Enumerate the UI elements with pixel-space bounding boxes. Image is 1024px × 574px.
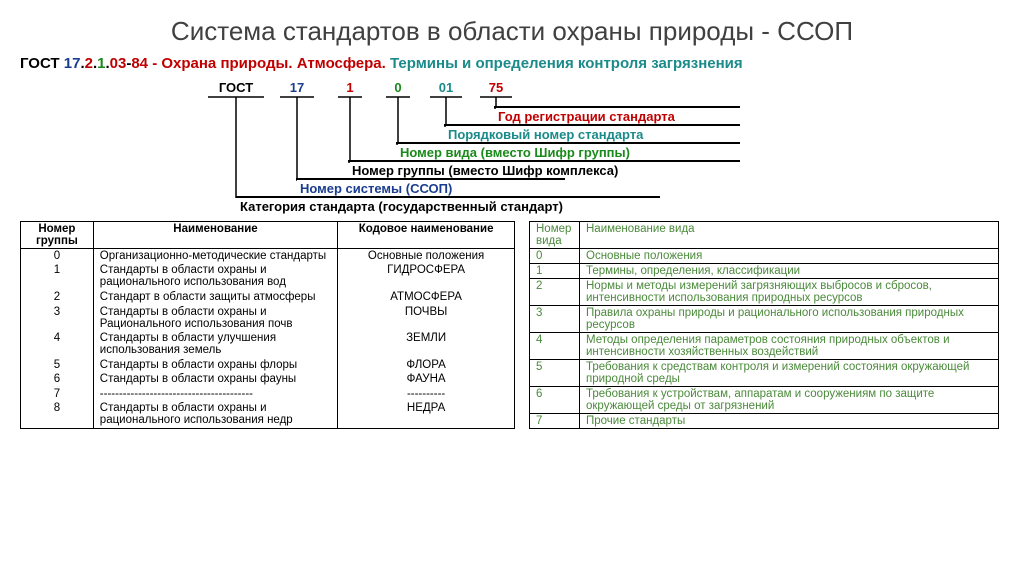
table-cell: ---------- [338, 387, 515, 401]
table-cell: 6 [530, 387, 580, 414]
table-cell: ФЛОРА [338, 358, 515, 372]
group-number-table: Номер группыНаименованиеКодовое наименов… [20, 221, 515, 429]
table-cell: 2 [530, 279, 580, 306]
table-cell: АТМОСФЕРА [338, 290, 515, 304]
subtitle-fragment: Атмосфера. [297, 55, 390, 72]
subtitle-fragment: - Охрана природы. [148, 55, 297, 72]
table-cell: 3 [530, 306, 580, 333]
table-cell: ЗЕМЛИ [338, 331, 515, 358]
table-cell: Стандарты в области охраны и Рационально… [93, 305, 337, 332]
table-cell: Стандарты в области улучшения использова… [93, 331, 337, 358]
table-row: 0Организационно-методические стандартыОс… [21, 249, 515, 264]
gost-prefix: ГОСТ [20, 55, 64, 72]
table-row: 4Методы определения параметров состояния… [530, 333, 999, 360]
table-row: 1Стандарты в области охраны и рациональн… [21, 263, 515, 290]
diagram-code-part: 1 [340, 80, 360, 95]
code-fragment: 03 [110, 55, 127, 72]
diagram-legend-item: Номер системы (ССОП) [296, 178, 565, 196]
table-cell: 2 [21, 290, 94, 304]
table-cell: 8 [21, 401, 94, 428]
diagram-legend-item: Порядковый номер стандарта [444, 124, 740, 142]
subtitle-fragment: Термины и определения контроля загрязнен… [390, 55, 743, 72]
diagram-code-part: ГОСТ [210, 80, 262, 95]
table-cell: Организационно-методические стандарты [93, 249, 337, 264]
table-row: 3Правила охраны природы и рационального … [530, 306, 999, 333]
table-cell: 7 [21, 387, 94, 401]
diagram-legend-item: Номер группы (вместо Шифр комплекса) [348, 160, 740, 178]
table-row: 7Прочие стандарты [530, 414, 999, 429]
table-cell: ФАУНА [338, 372, 515, 386]
type-number-table: Номер видаНаименование вида 0Основные по… [529, 221, 999, 429]
table-header: Наименование вида [580, 222, 999, 249]
diagram-code-part: 17 [282, 80, 312, 95]
table-cell: Основные положения [580, 249, 999, 264]
table-row: 1Термины, определения, классификации [530, 264, 999, 279]
table-cell: НЕДРА [338, 401, 515, 428]
table-row: 2Стандарт в области защиты атмосферыАТМО… [21, 290, 515, 304]
table-cell: Стандарт в области защиты атмосферы [93, 290, 337, 304]
diagram-code-part: 75 [482, 80, 510, 95]
table-row: 2Нормы и методы измерений загрязняющих в… [530, 279, 999, 306]
diagram-legend-item: Категория стандарта (государственный ста… [236, 196, 660, 214]
table-cell: 5 [21, 358, 94, 372]
table-cell: Правила охраны природы и рационального и… [580, 306, 999, 333]
table-cell: 0 [21, 249, 94, 264]
table-cell: Нормы и методы измерений загрязняющих вы… [580, 279, 999, 306]
table-row: 5Требования к средствам контроля и измер… [530, 360, 999, 387]
code-fragment: 17 [64, 55, 81, 72]
table-cell: Термины, определения, классификации [580, 264, 999, 279]
diagram-legend-item: Год регистрации стандарта [494, 106, 740, 124]
table-cell: Стандарты в области охраны флоры [93, 358, 337, 372]
diagram-legend-item: Номер вида (вместо Шифр группы) [396, 142, 740, 160]
table-cell: ГИДРОСФЕРА [338, 263, 515, 290]
tables-row: Номер группыНаименованиеКодовое наименов… [20, 221, 1004, 429]
table-header: Наименование [93, 222, 337, 249]
table-cell: ---------------------------------------- [93, 387, 337, 401]
page-title: Система стандартов в области охраны прир… [20, 16, 1004, 47]
table-row: 7---------------------------------------… [21, 387, 515, 401]
table-cell: 1 [21, 263, 94, 290]
table-cell: 7 [530, 414, 580, 429]
table-cell: Требования к устройствам, аппаратам и со… [580, 387, 999, 414]
table-cell: 3 [21, 305, 94, 332]
table-cell: 6 [21, 372, 94, 386]
table-cell: Стандарты в области охраны фауны [93, 372, 337, 386]
code-fragment: 84 [131, 55, 148, 72]
table-header: Номер вида [530, 222, 580, 249]
table-cell: Методы определения параметров состояния … [580, 333, 999, 360]
diagram-code-part: 01 [432, 80, 460, 95]
table-cell: Требования к средствам контроля и измере… [580, 360, 999, 387]
gost-subtitle: ГОСТ 17.2.1.03-84 - Охрана природы. Атмо… [20, 55, 1004, 72]
table-cell: Основные положения [338, 249, 515, 264]
code-fragment: 2 [85, 55, 93, 72]
table-cell: 4 [21, 331, 94, 358]
diagram-code-part: 0 [388, 80, 408, 95]
table-row: 6Требования к устройствам, аппаратам и с… [530, 387, 999, 414]
table-cell: 5 [530, 360, 580, 387]
table-cell: Прочие стандарты [580, 414, 999, 429]
table-row: 5Стандарты в области охраны флорыФЛОРА [21, 358, 515, 372]
table-header: Кодовое наименование [338, 222, 515, 249]
table-cell: 4 [530, 333, 580, 360]
table-row: 8Стандарты в области охраны и рациональн… [21, 401, 515, 428]
table-cell: Стандарты в области охраны и рационально… [93, 263, 337, 290]
table-row: 6Стандарты в области охраны фауныФАУНА [21, 372, 515, 386]
table-row: 3Стандарты в области охраны и Рациональн… [21, 305, 515, 332]
table-row: 4Стандарты в области улучшения использов… [21, 331, 515, 358]
table-row: 0Основные положения [530, 249, 999, 264]
table-cell: 0 [530, 249, 580, 264]
table-cell: Стандарты в области охраны и рационально… [93, 401, 337, 428]
code-structure-diagram: ГОСТ 17 1 0 01 75 Год регистрации стандартаПор… [20, 80, 1004, 215]
table-cell: ПОЧВЫ [338, 305, 515, 332]
table-cell: 1 [530, 264, 580, 279]
table-header: Номер группы [21, 222, 94, 249]
